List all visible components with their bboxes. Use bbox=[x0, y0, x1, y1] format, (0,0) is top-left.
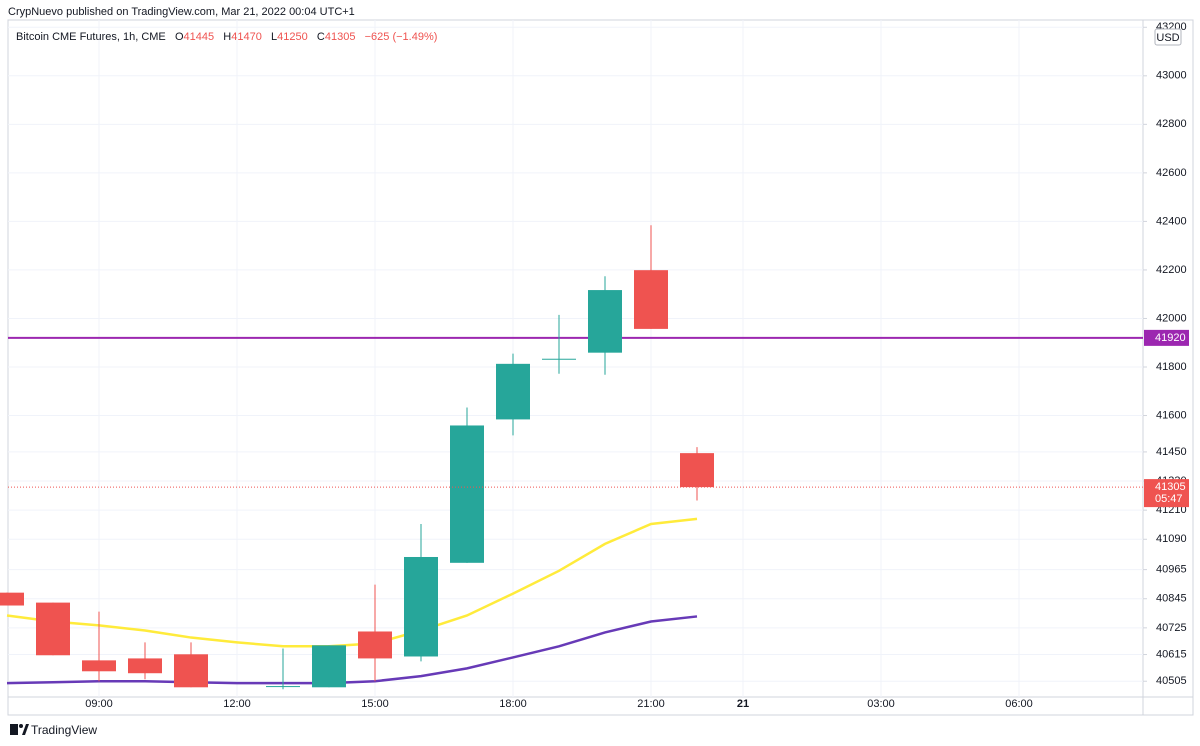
candle-body bbox=[0, 592, 24, 606]
y-tick-label: 41090 bbox=[1156, 533, 1187, 545]
ohlc-value: 41470 bbox=[231, 31, 262, 43]
y-tick-label: 41800 bbox=[1156, 361, 1187, 373]
price-label: 41305 bbox=[1155, 481, 1186, 493]
logo bbox=[10, 724, 29, 735]
x-tick-label: 21:00 bbox=[637, 698, 665, 710]
level-label-box bbox=[1144, 329, 1189, 346]
currency-box bbox=[1154, 28, 1182, 46]
x-tick-label: 06:00 bbox=[1005, 698, 1033, 710]
symbol-legend: Bitcoin CME Futures, 1h, CME O41445 H414… bbox=[16, 31, 437, 43]
candle-body bbox=[680, 453, 714, 488]
candle-body bbox=[634, 270, 668, 329]
candle-body bbox=[358, 631, 392, 659]
y-tick-label: 40845 bbox=[1156, 593, 1187, 605]
candle-body bbox=[174, 654, 208, 688]
y-tick-label: 42600 bbox=[1156, 167, 1187, 179]
level-label: 41920 bbox=[1155, 332, 1186, 344]
ohlc-value: 41305 bbox=[324, 31, 356, 43]
candle-body bbox=[128, 658, 162, 674]
candle-body bbox=[450, 425, 484, 563]
brand: TradingView bbox=[31, 723, 97, 737]
y-tick-label: 40725 bbox=[1156, 622, 1187, 634]
currency: USD bbox=[1156, 32, 1179, 44]
price-label-box bbox=[1144, 479, 1189, 508]
ohlc-label: H bbox=[223, 31, 232, 43]
x-tick-label: 09:00 bbox=[85, 698, 113, 710]
x-tick-label: 03:00 bbox=[867, 698, 895, 710]
x-tick-label: 18:00 bbox=[499, 698, 527, 710]
moving-average bbox=[6, 615, 698, 685]
ohlc-value: 41445 bbox=[183, 31, 215, 43]
candle-body bbox=[312, 645, 346, 688]
y-tick-label: 41600 bbox=[1156, 409, 1187, 421]
candle-body bbox=[266, 686, 300, 688]
y-tick-label: 42000 bbox=[1156, 312, 1187, 324]
y-tick-label: 40965 bbox=[1156, 564, 1187, 576]
moving-average bbox=[6, 517, 698, 648]
x-tick-label: 15:00 bbox=[361, 698, 389, 710]
plot bbox=[0, 225, 1143, 690]
axis: 4320043000428004260042400422004200041800… bbox=[85, 21, 1189, 710]
candle-body bbox=[36, 602, 70, 656]
candle-body bbox=[542, 358, 576, 360]
y-tick-label: 43000 bbox=[1156, 70, 1187, 82]
y-tick-label: 40505 bbox=[1156, 675, 1187, 687]
x-tick-label: 12:00 bbox=[223, 698, 251, 710]
y-tick-label: 42800 bbox=[1156, 118, 1187, 130]
candle-body bbox=[82, 660, 116, 672]
symbol: Bitcoin CME Futures, 1h, CME bbox=[16, 31, 166, 43]
publisher: CrypNuevo published on TradingView.com, … bbox=[8, 6, 355, 18]
ohlc-label: L bbox=[271, 31, 278, 43]
y-tick-label: 42200 bbox=[1156, 264, 1187, 276]
y-tick-label: 42400 bbox=[1156, 215, 1187, 227]
ohlc-value: 41250 bbox=[277, 31, 308, 43]
frame bbox=[7, 19, 1194, 716]
ohlc-label: C bbox=[316, 31, 325, 43]
candle-body bbox=[496, 363, 530, 420]
y-tick-label: 40615 bbox=[1156, 648, 1187, 660]
grid bbox=[8, 20, 1143, 697]
candle-body bbox=[588, 290, 622, 353]
change: −625 (−1.49%) bbox=[364, 31, 438, 43]
x-tick-label: 21 bbox=[737, 698, 749, 710]
candle-body bbox=[404, 556, 438, 657]
y-tick-label: 41450 bbox=[1156, 446, 1187, 458]
ohlc-label: O bbox=[174, 31, 184, 43]
countdown: 05:47 bbox=[1155, 493, 1183, 505]
